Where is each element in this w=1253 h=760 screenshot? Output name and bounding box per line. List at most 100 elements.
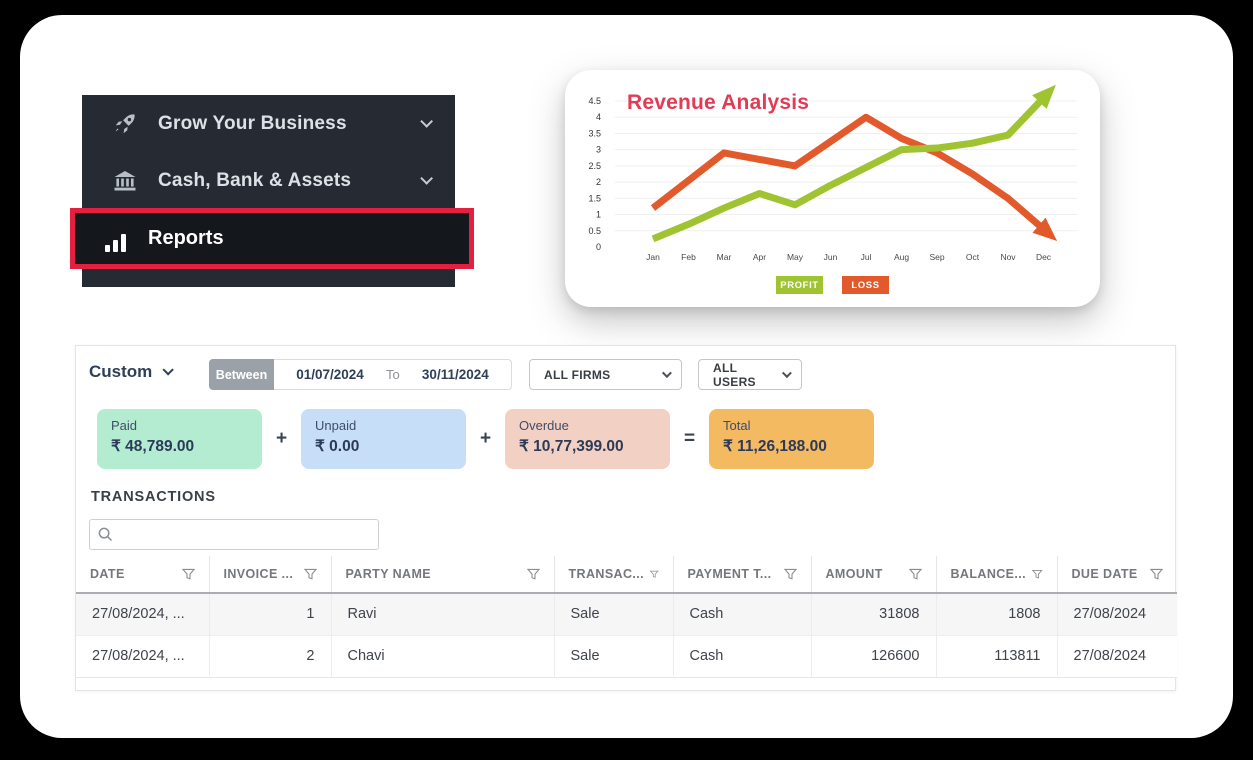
svg-text:Mar: Mar [717,252,732,262]
filter-icon[interactable] [1032,568,1043,581]
date-range-type-dropdown[interactable]: Custom [89,362,175,382]
cell-date: 27/08/2024, ... [76,593,209,636]
svg-text:3: 3 [596,145,601,155]
firms-selected-value: ALL FIRMS [544,367,611,382]
sidebar-item-cash-bank-assets[interactable]: Cash, Bank & Assets [82,152,455,209]
filter-icon[interactable] [650,568,659,581]
svg-text:Oct: Oct [966,252,980,262]
cell-payment-type: Cash [672,593,811,636]
chevron-down-icon [420,172,433,185]
svg-text:May: May [787,252,804,262]
equals-operator: = [683,428,696,449]
date-range-type-label: Custom [89,362,153,381]
svg-text:Feb: Feb [681,252,696,262]
col-date[interactable]: DATE [76,556,209,594]
paid-label: Paid [111,418,138,433]
summary-row: Paid ₹ 48,789.00 + Unpaid ₹ 0.00 + Overd… [97,409,874,469]
cell-transaction: Sale [553,635,673,678]
col-invoice[interactable]: INVOICE ... [208,556,331,594]
filter-icon[interactable] [526,568,540,581]
overdue-card: Overdue ₹ 10,77,399.00 [505,409,670,469]
between-button[interactable]: Between [209,359,274,390]
sidebar-item-label: Grow Your Business [158,112,347,134]
paid-amount: ₹ 48,789.00 [111,438,195,455]
col-payment-type[interactable]: PAYMENT T... [672,556,811,594]
search-icon [98,527,113,542]
date-to[interactable]: 30/11/2024 [421,367,489,382]
chevron-down-icon [661,368,672,379]
col-transaction[interactable]: TRANSAC... [553,556,673,594]
plus-operator: + [275,428,288,449]
to-label: To [385,367,400,382]
col-due-date[interactable]: DUE DATE [1056,556,1177,594]
users-dropdown[interactable]: ALL USERS [698,359,802,390]
cell-invoice: 2 [208,635,331,678]
cell-due-date: 27/08/2024 [1056,593,1177,636]
chart-title: Revenue Analysis [627,91,810,114]
unpaid-label: Unpaid [315,418,357,433]
unpaid-card: Unpaid ₹ 0.00 [301,409,466,469]
report-panel: Custom Between 01/07/2024 To 30/11/2024 … [75,345,1177,691]
svg-text:Jul: Jul [861,252,872,262]
svg-text:Apr: Apr [753,252,766,262]
cell-balance: 113811 [935,635,1057,678]
svg-text:1: 1 [596,210,601,220]
svg-text:2.5: 2.5 [588,161,601,171]
revenue-chart: 0 0.5 1 1.5 2 2.5 3 3.5 4 4.5 Jan Feb Mar Apr May Jun Ju… [588,84,1077,262]
svg-text:Jan: Jan [646,252,660,262]
cell-due-date: 27/08/2024 [1056,635,1177,678]
svg-text:Sep: Sep [929,252,944,262]
svg-text:Aug: Aug [894,252,909,262]
date-from[interactable]: 01/07/2024 [296,367,364,382]
chart-legend: PROFIT LOSS [565,276,1100,294]
app-window: Grow Your Business Cash, Bank & Assets R… [20,15,1233,738]
filter-icon[interactable] [783,568,797,581]
col-party-name[interactable]: PARTY NAME [330,556,554,594]
table-header-row: DATE INVOICE ... PARTY NAME TRANSAC... P… [76,556,1177,594]
filter-icon[interactable] [303,568,317,581]
overdue-label: Overdue [519,418,569,433]
firms-dropdown[interactable]: ALL FIRMS [529,359,682,390]
cell-amount: 31808 [810,593,936,636]
bank-icon [112,168,138,194]
table-row[interactable]: 27/08/2024, ... 2 Chavi Sale Cash 126600… [76,635,1177,678]
search-input[interactable] [119,527,370,542]
svg-text:4.5: 4.5 [588,96,601,106]
svg-text:1.5: 1.5 [588,193,601,203]
cell-amount: 126600 [810,635,936,678]
date-between-group: Between 01/07/2024 To 30/11/2024 [209,359,512,390]
legend-loss: LOSS [842,276,889,294]
plus-operator: + [479,428,492,449]
col-amount[interactable]: AMOUNT [810,556,936,594]
chevron-down-icon [782,368,792,379]
table-row[interactable]: 27/08/2024, ... 1 Ravi Sale Cash 31808 1… [76,593,1177,636]
svg-text:0: 0 [596,242,601,252]
date-range-input[interactable]: 01/07/2024 To 30/11/2024 [274,359,512,390]
total-label: Total [723,418,751,433]
sidebar-item-label: Cash, Bank & Assets [158,169,352,191]
col-balance[interactable]: BALANCE... [935,556,1057,594]
unpaid-amount: ₹ 0.00 [315,438,360,455]
cell-party-name: Chavi [330,635,554,678]
bar-chart-icon [102,226,128,252]
sidebar-item-grow-your-business[interactable]: Grow Your Business [82,95,455,152]
users-selected-value: ALL USERS [713,360,756,389]
filter-icon[interactable] [908,568,922,581]
paid-card: Paid ₹ 48,789.00 [97,409,262,469]
transactions-table: DATE INVOICE ... PARTY NAME TRANSAC... P… [76,556,1177,678]
svg-text:2: 2 [596,177,601,187]
search-box [89,519,379,550]
total-card: Total ₹ 11,26,188.00 [709,409,874,469]
cell-transaction: Sale [553,593,673,636]
filter-icon[interactable] [181,568,195,581]
cell-invoice: 1 [208,593,331,636]
svg-text:3.5: 3.5 [588,128,601,138]
svg-text:Dec: Dec [1036,252,1052,262]
cell-payment-type: Cash [672,635,811,678]
sidebar-item-reports[interactable]: Reports [70,208,474,269]
svg-text:0.5: 0.5 [588,226,601,236]
filter-icon[interactable] [1150,568,1163,581]
svg-text:Nov: Nov [1000,252,1016,262]
cell-party-name: Ravi [330,593,554,636]
cell-date: 27/08/2024, ... [76,635,209,678]
